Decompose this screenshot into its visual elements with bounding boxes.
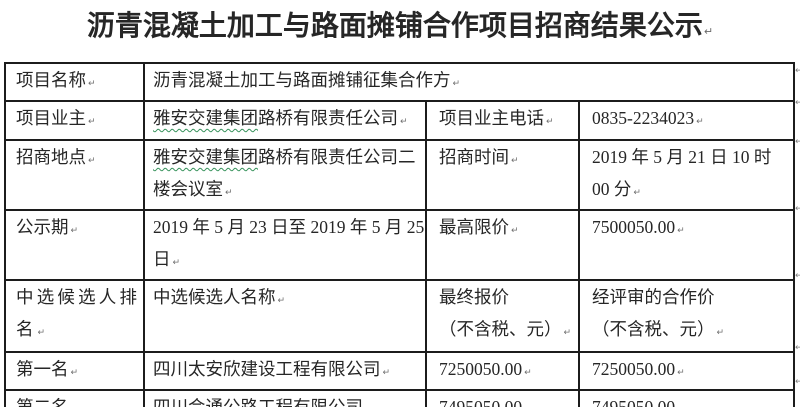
cell-end-mark: ↵ xyxy=(452,79,461,89)
row-end-mark: ↵ xyxy=(795,66,800,76)
second-place-reviewed-cell: 7495050.00↵ xyxy=(577,389,796,407)
paragraph-mark: ↵ xyxy=(703,25,714,38)
first-place-label: 第一名 xyxy=(16,359,69,379)
final-offer-header: 最终报价 （不含税、元） xyxy=(439,287,562,339)
reviewed-price-header-cell: 经评审的合作价 （不含税、元） ↵ xyxy=(577,279,796,353)
table-row-owner: 项目业主 ↵ 雅安交建集团路桥有限责任公司 ↵ 项目业主电话 ↵ 0835-22340… xyxy=(4,100,796,141)
row-end-mark: ↵ xyxy=(795,377,800,387)
page-title-text: 沥青混凝土加工与路面摊铺合作项目招商结果公示 xyxy=(86,11,703,42)
first-place-offer: 7250050.00 xyxy=(439,359,523,379)
max-price-value: 7500050.00 xyxy=(592,217,676,237)
cell-end-mark: ↵ xyxy=(511,156,519,166)
table-row-publicity: 公示期 ↵ 2019 年 5 月 23 日至 2019 年 5 月 25 日 ↵ 最… xyxy=(4,209,796,281)
project-name-value: 沥青混凝土加工与路面摊铺征集合作方 xyxy=(153,70,451,90)
time-value-cell: 2019 年 5 月 21 日 10 时 00 分 ↵ xyxy=(577,139,796,211)
project-name-label: 项目名称 xyxy=(16,70,86,90)
first-place-name-cell: 四川太安欣建设工程有限公司 ↵ xyxy=(143,351,427,391)
publicity-label: 公示期 xyxy=(16,217,69,237)
final-offer-header-cell: 最终报价 （不含税、元） ↵ xyxy=(425,279,580,353)
cell-end-mark: ↵ xyxy=(696,117,704,127)
cell-end-mark: ↵ xyxy=(677,226,685,236)
cell-end-mark: ↵ xyxy=(88,79,96,89)
owner-label-cell: 项目业主 ↵ xyxy=(4,100,145,141)
time-label: 招商时间 xyxy=(439,147,509,167)
second-place-name: 四川会通公路工程有限公司 xyxy=(153,397,363,407)
owner-name-rest: 路桥有限责任公司 xyxy=(258,108,398,128)
table-row-first-place: 第一名 ↵ 四川太安欣建设工程有限公司 ↵ 7250050.00 ↵ 7250050.… xyxy=(4,351,796,391)
rank-header-cell: 中选候选人排名 ↵ xyxy=(4,279,145,353)
owner-name-spellchecked: 雅安交建集团 xyxy=(153,108,258,128)
cell-end-mark: ↵ xyxy=(172,258,181,268)
publicity-label-cell: 公示期 ↵ xyxy=(4,209,145,281)
table-row-second-place: 第二名↵ 四川会通公路工程有限公司↵ 7495050.00↵ 7495050.0… xyxy=(4,389,796,407)
time-label-cell: 招商时间 ↵ xyxy=(425,139,580,211)
second-place-offer-cell: 7495050.00↵ xyxy=(425,389,580,407)
first-place-reviewed: 7250050.00 xyxy=(592,359,676,379)
location-name-rest: 路桥有限责任公司二楼会议室 xyxy=(153,147,416,199)
table-row-candidate-header: 中选候选人排名 ↵ 中选候选人名称 ↵ 最终报价 （不含税、元） ↵ 经评审的合作价 … xyxy=(4,279,796,353)
cell-end-mark: ↵ xyxy=(524,368,532,378)
first-place-offer-cell: 7250050.00 ↵ xyxy=(425,351,580,391)
cell-end-mark: ↵ xyxy=(382,368,391,378)
cell-end-mark: ↵ xyxy=(716,328,725,338)
max-price-label-cell: 最高限价 ↵ xyxy=(425,209,580,281)
row-end-mark: ↵ xyxy=(795,204,800,214)
table-row-location: 招商地点 ↵ 雅安交建集团路桥有限责任公司二楼会议室 ↵ 招商时间 ↵ 2019 年 … xyxy=(4,139,796,211)
cell-end-mark: ↵ xyxy=(400,117,408,127)
owner-phone-label-cell: 项目业主电话 ↵ xyxy=(425,100,580,141)
owner-phone-label: 项目业主电话 xyxy=(439,108,544,128)
location-label: 招商地点 xyxy=(16,147,86,167)
location-name-spellchecked: 雅安交建集团 xyxy=(153,147,258,167)
cell-end-mark: ↵ xyxy=(563,328,572,338)
max-price-value-cell: 7500050.00 ↵ xyxy=(577,209,796,281)
location-label-cell: 招商地点 ↵ xyxy=(4,139,145,211)
second-place-offer: 7495050.00 xyxy=(439,397,523,407)
cell-end-mark: ↵ xyxy=(277,296,286,306)
second-place-name-cell: 四川会通公路工程有限公司↵ xyxy=(143,389,427,407)
second-place-reviewed: 7495050.00 xyxy=(592,397,676,407)
row-end-mark: ↵ xyxy=(795,98,800,108)
cell-end-mark: ↵ xyxy=(546,117,554,127)
cell-end-mark: ↵ xyxy=(37,328,46,338)
time-value: 2019 年 5 月 21 日 10 时 00 分 xyxy=(592,147,772,199)
second-place-label-cell: 第二名↵ xyxy=(4,389,145,407)
page-title: 沥青混凝土加工与路面摊铺合作项目招商结果公示↵ xyxy=(0,8,800,51)
cell-end-mark: ↵ xyxy=(70,226,79,236)
owner-label: 项目业主 xyxy=(16,108,86,128)
publicity-value: 2019 年 5 月 23 日至 2019 年 5 月 25 日 xyxy=(153,217,425,269)
first-place-reviewed-cell: 7250050.00 ↵ xyxy=(577,351,796,391)
cell-end-mark: ↵ xyxy=(88,156,96,166)
row-end-mark: ↵ xyxy=(795,343,800,353)
bidding-result-table: 项目名称 ↵ 沥青混凝土加工与路面摊铺征集合作方 ↵ 项目业主 ↵ 雅安交建集团路桥有… xyxy=(4,62,796,407)
table-row-project-name: 项目名称 ↵ 沥青混凝土加工与路面摊铺征集合作方 ↵ xyxy=(4,62,796,102)
rank-header: 中选候选人排名 xyxy=(16,287,139,339)
publicity-value-cell: 2019 年 5 月 23 日至 2019 年 5 月 25 日 ↵ xyxy=(143,209,427,281)
candidate-name-header: 中选候选人名称 xyxy=(153,287,276,307)
project-name-label-cell: 项目名称 ↵ xyxy=(4,62,145,102)
owner-phone-value-cell: 0835-2234023 ↵ xyxy=(577,100,796,141)
max-price-label: 最高限价 xyxy=(439,217,509,237)
project-name-value-cell: 沥青混凝土加工与路面摊铺征集合作方 ↵ xyxy=(142,62,796,102)
first-place-label-cell: 第一名 ↵ xyxy=(4,351,145,391)
row-end-mark: ↵ xyxy=(795,271,800,281)
owner-value-cell: 雅安交建集团路桥有限责任公司 ↵ xyxy=(143,100,427,141)
candidate-name-header-cell: 中选候选人名称 ↵ xyxy=(143,279,427,353)
reviewed-price-header: 经评审的合作价 （不含税、元） xyxy=(592,287,715,339)
cell-end-mark: ↵ xyxy=(677,368,685,378)
cell-end-mark: ↵ xyxy=(511,226,519,236)
owner-phone-value: 0835-2234023 xyxy=(592,108,695,128)
first-place-name: 四川太安欣建设工程有限公司 xyxy=(153,359,381,379)
cell-end-mark: ↵ xyxy=(225,188,233,198)
second-place-label: 第二名 xyxy=(16,397,69,407)
location-value-cell: 雅安交建集团路桥有限责任公司二楼会议室 ↵ xyxy=(143,139,427,211)
cell-end-mark: ↵ xyxy=(88,117,96,127)
cell-end-mark: ↵ xyxy=(70,368,79,378)
row-end-mark: ↵ xyxy=(795,137,800,147)
cell-end-mark: ↵ xyxy=(633,188,641,198)
